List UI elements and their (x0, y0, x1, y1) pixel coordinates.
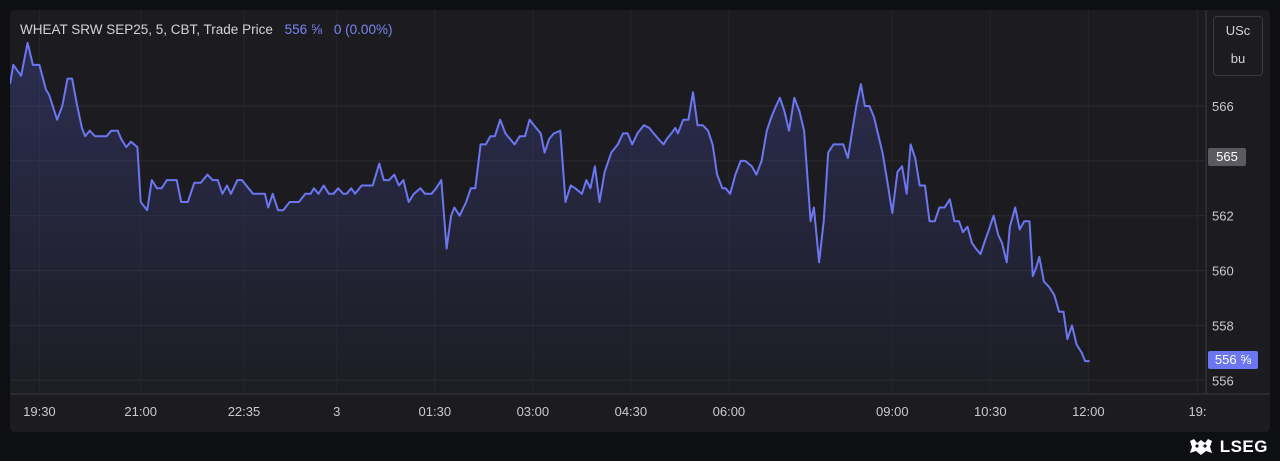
instrument-label: WHEAT SRW SEP25, 5, CBT, Trade Price (20, 22, 273, 37)
x-tick-label: 22:35 (228, 404, 261, 419)
y-tick-label: 562 (1212, 209, 1234, 224)
chart-panel[interactable]: 55655856056256456619:3021:0022:35301:300… (10, 10, 1270, 432)
x-tick-label: 10:30 (974, 404, 1007, 419)
legend-change: 0 (0.00%) (333, 22, 393, 37)
chart-legend: WHEAT SRW SEP25, 5, CBT, Trade Price 556… (20, 22, 392, 37)
unit-line-1: USc (1225, 23, 1251, 38)
legend-price: 556 ⅝ (284, 22, 323, 37)
y-tick-label: 558 (1212, 318, 1234, 333)
x-tick-label: 21:00 (124, 404, 157, 419)
x-tick-label: 3 (333, 404, 340, 419)
lseg-logo-icon (1189, 439, 1212, 455)
x-tick-label: 03:00 (517, 404, 550, 419)
price-chart[interactable]: 55655856056256456619:3021:0022:35301:300… (10, 10, 1270, 432)
unit-selector[interactable]: USc bu (1213, 16, 1263, 76)
y-tick-label: 560 (1212, 264, 1234, 279)
price-area (10, 42, 1090, 395)
unit-line-2: bu (1230, 51, 1246, 66)
x-tick-label: 06:00 (713, 404, 746, 419)
x-tick-label: 01:30 (419, 404, 452, 419)
brand-name: LSEG (1219, 437, 1268, 456)
lseg-logo: LSEG (1188, 436, 1268, 458)
y-tick-label: 566 (1212, 99, 1234, 114)
price-line (10, 41, 1090, 363)
x-tick-label: 09:00 (876, 404, 909, 419)
hover-price-tag: 565 (1208, 148, 1246, 166)
x-tick-label: 19:30 (23, 404, 56, 419)
x-tick-label: 04:30 (615, 404, 648, 419)
last-price-tag: 556 ⅝ (1208, 351, 1258, 369)
y-tick-label: 556 (1212, 373, 1234, 388)
x-tick-label: 12:00 (1072, 404, 1105, 419)
x-tick-label: 19: (1188, 404, 1206, 419)
